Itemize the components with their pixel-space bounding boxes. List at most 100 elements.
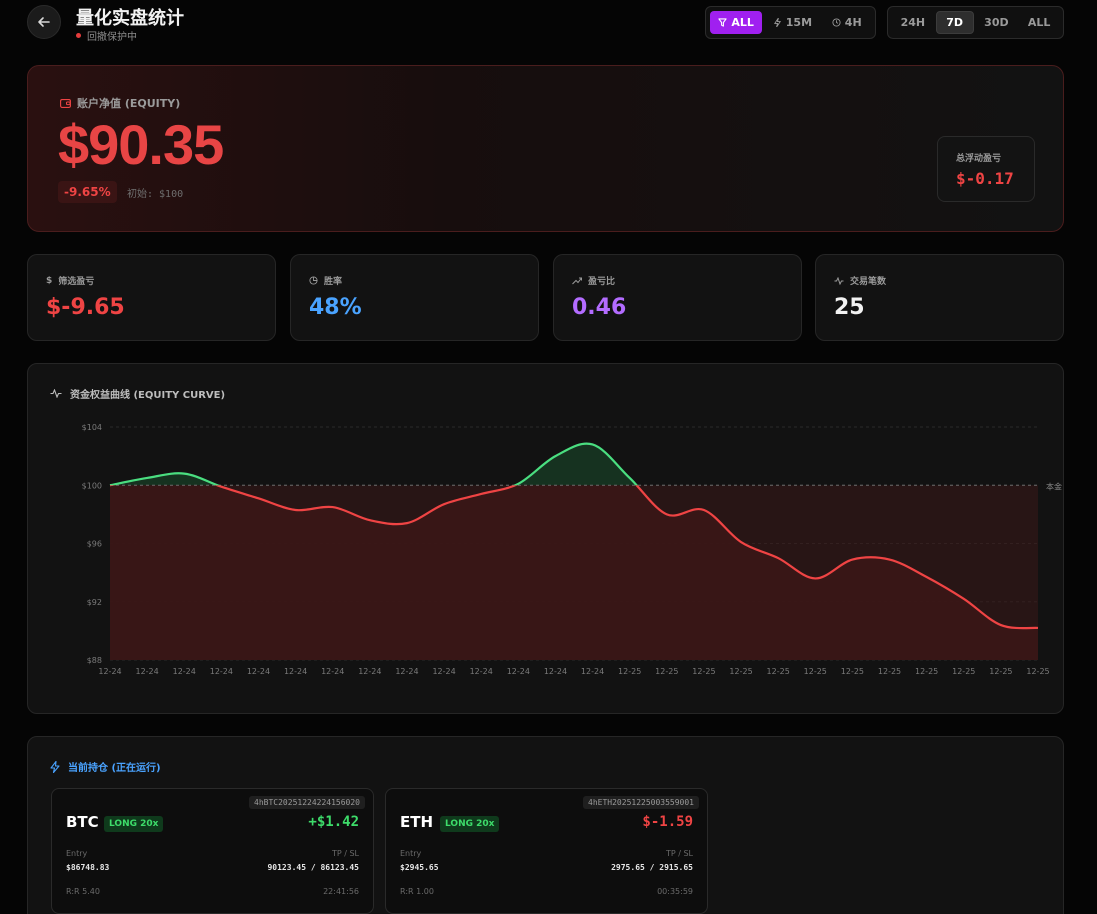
position-id: 4hBTC20251224224156020: [249, 796, 365, 809]
area-baseline-fill: [110, 485, 1038, 660]
data-point: [999, 623, 1003, 627]
status-indicator: 回撤保护中: [76, 28, 137, 43]
position-card-btc[interactable]: 4hBTC20251224224156020 BTC LONG 20x +$1.…: [51, 788, 374, 914]
position-side-badge: LONG 20x: [440, 816, 500, 832]
equity-card: 账户净值 (EQUITY) $90.35 -9.65% 初始: $100 总浮动…: [27, 65, 1064, 232]
x-tick-label: 12-24: [284, 667, 307, 676]
x-tick-label: 12-24: [432, 667, 455, 676]
tpsl-value: 2975.65 / 2915.65: [611, 863, 693, 872]
stat-label: 筛选盈亏: [58, 277, 95, 287]
equity-line-above: [109, 442, 639, 486]
data-point: [1036, 626, 1040, 630]
entry-value: $2945.65: [400, 863, 439, 872]
data-point: [739, 540, 743, 544]
data-point: [294, 508, 298, 512]
equity-curve-chart: $104 $100 $96 $92 $88 本金 12-24 12-24 12-24 12-24 1…: [82, 423, 1062, 676]
x-tick-label: 12-25: [655, 667, 678, 676]
data-point: [888, 558, 892, 562]
data-point: [813, 576, 817, 580]
data-point: [442, 502, 446, 506]
trend-up-icon: [572, 277, 582, 284]
position-pnl: $-1.59: [642, 814, 693, 830]
chart-title: 资金权益曲线 (EQUITY CURVE): [50, 386, 225, 401]
x-tick-label: 12-25: [989, 667, 1012, 676]
x-tick-label: 12-25: [692, 667, 715, 676]
data-point: [516, 482, 520, 486]
risk-reward: R:R 1.00: [400, 887, 434, 896]
equity-curve-card: 资金权益曲线 (EQUITY CURVE) $104 $100 $96 $92 $88 本…: [27, 363, 1064, 714]
range-24h-button[interactable]: 24H: [900, 16, 926, 29]
equity-line-below: [110, 485, 1039, 630]
range-30d-button[interactable]: 30D: [984, 16, 1009, 29]
filter-all-button[interactable]: ALL: [710, 11, 763, 34]
x-tick-label: 12-25: [767, 667, 790, 676]
entry-label: Entry: [66, 849, 88, 858]
y-tick-label: $92: [87, 598, 102, 607]
filter-15m-button[interactable]: 15M: [764, 11, 820, 34]
x-tick-label: 12-24: [321, 667, 344, 676]
x-tick-label: 12-24: [210, 667, 233, 676]
data-point: [405, 521, 409, 525]
initial-capital-text: 初始: $100: [127, 189, 184, 200]
data-point: [368, 518, 372, 522]
strategy-filter-group: ALL 15M 4H: [705, 6, 876, 39]
filter-icon: [718, 18, 728, 27]
pie-icon: [309, 276, 318, 285]
y-tick-label: $88: [87, 656, 102, 665]
x-tick-label: 12-25: [804, 667, 827, 676]
data-point: [145, 476, 149, 480]
status-text: 回撤保护中: [87, 32, 137, 43]
baseline-label: 本金: [1046, 481, 1062, 491]
data-point: [962, 597, 966, 601]
activity-icon: [834, 276, 844, 285]
data-point: [219, 485, 223, 489]
bolt-icon: [773, 18, 781, 27]
floating-pnl-box: 总浮动盈亏 $-0.17: [937, 136, 1035, 202]
positions-title: 当前持仓 (正在运行): [50, 759, 161, 774]
x-tick-label: 12-24: [358, 667, 381, 676]
stat-card-win-rate: 胜率 48%: [290, 254, 539, 341]
data-point: [108, 483, 112, 487]
bolt-icon: [50, 760, 60, 773]
x-tick-label: 12-25: [729, 667, 752, 676]
position-id: 4hETH20251225003559001: [583, 796, 699, 809]
back-button[interactable]: [27, 5, 61, 39]
range-all-button[interactable]: ALL: [1027, 16, 1051, 29]
tpsl-label: TP / SL: [665, 849, 693, 858]
position-side-badge: LONG 20x: [104, 816, 164, 832]
x-tick-label: 12-24: [135, 667, 158, 676]
arrow-left-icon: [38, 17, 50, 27]
x-tick-label: 12-25: [1026, 667, 1049, 676]
x-tick-label: 12-25: [878, 667, 901, 676]
y-tick-label: $96: [87, 540, 102, 549]
risk-reward: R:R 5.40: [66, 887, 100, 896]
position-time: 22:41:56: [323, 887, 359, 896]
stat-card-trade-count: 交易笔数 25: [815, 254, 1064, 341]
position-time: 00:35:59: [657, 887, 693, 896]
stat-value: 48%: [309, 295, 362, 320]
x-tick-label: 12-24: [581, 667, 604, 676]
x-tick-label: 12-24: [247, 667, 270, 676]
position-card-eth[interactable]: 4hETH20251225003559001 ETH LONG 20x $-1.…: [385, 788, 708, 914]
data-point: [182, 472, 186, 476]
x-tick-label: 12-24: [507, 667, 530, 676]
data-point: [628, 476, 632, 480]
tpsl-value: 90123.45 / 86123.45: [267, 863, 359, 872]
area-above-baseline: [110, 443, 637, 486]
wallet-icon: [60, 99, 71, 108]
stat-value: 0.46: [572, 295, 627, 320]
data-point: [776, 556, 780, 560]
data-point: [331, 505, 335, 509]
floating-pnl-label: 总浮动盈亏: [956, 154, 1002, 164]
x-tick-label: 12-24: [395, 667, 418, 676]
equity-value: $90.35: [58, 113, 224, 176]
clock-icon: [832, 18, 841, 27]
page-title: 量化实盘统计: [76, 8, 184, 29]
dollar-icon: $: [46, 275, 53, 286]
filter-4h-button[interactable]: 4H: [822, 11, 871, 34]
x-tick-label: 12-24: [173, 667, 196, 676]
range-7d-button[interactable]: 7D: [935, 11, 974, 34]
entry-value: $86748.83: [66, 863, 110, 872]
x-tick-label: 12-24: [470, 667, 493, 676]
y-tick-label: $100: [82, 481, 102, 490]
